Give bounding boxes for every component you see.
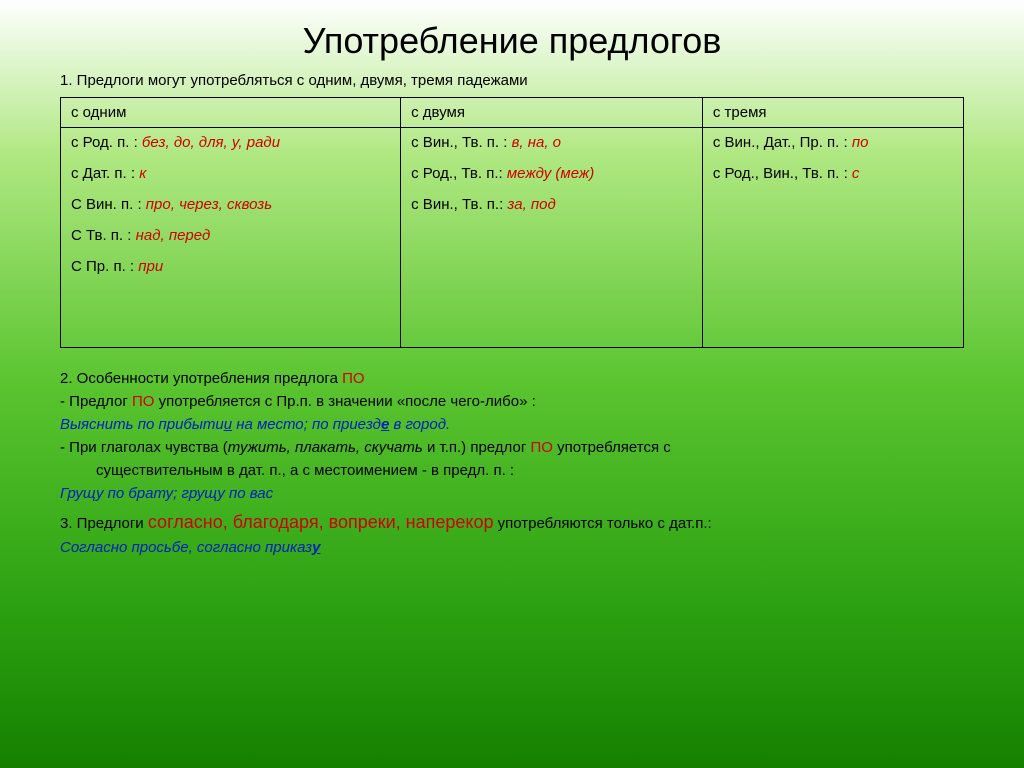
c2r1b: в, на, о xyxy=(512,134,561,151)
subtitle: 1. Предлоги могут употребляться с одним,… xyxy=(60,72,964,89)
c1r2a: с Дат. п. : xyxy=(71,165,139,182)
c3r2b: с xyxy=(852,165,860,182)
s3a: 3. Предлоги xyxy=(60,515,148,532)
s2po3: ПО xyxy=(530,439,552,456)
c2r2a: с Род., Тв. п.: xyxy=(411,165,507,182)
s2-title: 2. Особенности употребления предлога ПО xyxy=(60,370,964,387)
s2po1: ПО xyxy=(342,370,364,387)
c1r3a: С Вин. п. : xyxy=(71,196,146,213)
c2r3b: за, под xyxy=(507,196,555,213)
s2l1a: - Предлог xyxy=(60,393,132,410)
s3b: употребляются только с дат.п.: xyxy=(493,515,711,532)
slide-title: Употребление предлогов xyxy=(60,20,964,62)
th-1: с одним xyxy=(61,98,401,128)
c3r1b: по xyxy=(852,134,869,151)
c1r4b: над, перед xyxy=(136,227,211,244)
s2-line1: - Предлог ПО употребляется с Пр.п. в зна… xyxy=(60,393,964,410)
c1r5b: при xyxy=(138,258,163,275)
s2l1b: употребляется с Пр.п. в значении «после … xyxy=(154,393,535,410)
s2-line2d: существительным в дат. п., а с местоимен… xyxy=(60,462,964,479)
s2l2b: и т.п.) предлог xyxy=(423,439,531,456)
c2r2b: между (меж) xyxy=(507,165,594,182)
s2e1a: Выяснить по прибыти xyxy=(60,416,224,433)
c2r1a: с Вин., Тв. п. : xyxy=(411,134,511,151)
s2e1b: на место; по приезд xyxy=(232,416,381,433)
s2-ex2: Грущу по брату; грущу по вас xyxy=(60,485,964,502)
c1r4a: С Тв. п. : xyxy=(71,227,136,244)
s2l2it: тужить, плакать, скучать xyxy=(228,439,423,456)
s3ea: Согласно просьбе, согласно приказ xyxy=(60,539,312,556)
td-3: с Вин., Дат., Пр. п. : по с Род., Вин., … xyxy=(702,128,963,348)
c2r3a: с Вин., Тв. п.: xyxy=(411,196,507,213)
s2e1u1: и xyxy=(224,416,232,433)
s3: 3. Предлоги согласно, благодаря, вопреки… xyxy=(60,512,964,533)
s3eu: у xyxy=(312,539,320,556)
s2t: 2. Особенности употребления предлога xyxy=(60,370,342,387)
prepositions-table: с одним с двумя с тремя с Род. п. : без,… xyxy=(60,97,964,348)
s2po2: ПО xyxy=(132,393,154,410)
td-2: с Вин., Тв. п. : в, на, о с Род., Тв. п.… xyxy=(401,128,703,348)
td-1: с Род. п. : без, до, для, у, ради с Дат.… xyxy=(61,128,401,348)
s2-line2: - При глаголах чувства (тужить, плакать,… xyxy=(60,439,964,456)
s3p: согласно, благодаря, вопреки, наперекор xyxy=(148,512,494,532)
c3r2a: с Род., Вин., Тв. п. : xyxy=(713,165,852,182)
s2-ex1: Выяснить по прибытии на место; по приезд… xyxy=(60,416,964,433)
c1r2b: к xyxy=(139,165,146,182)
c1r1a: с Род. п. : xyxy=(71,134,142,151)
s2e1c: в город. xyxy=(389,416,450,433)
s2l2c: употребляется с xyxy=(553,439,671,456)
th-3: с тремя xyxy=(702,98,963,128)
c3r1a: с Вин., Дат., Пр. п. : xyxy=(713,134,852,151)
c1r1b: без, до, для, у, ради xyxy=(142,134,280,151)
c1r5a: С Пр. п. : xyxy=(71,258,138,275)
c1r3b: про, через, сквозь xyxy=(146,196,272,213)
s3-ex: Согласно просьбе, согласно приказу xyxy=(60,539,964,556)
s2l2a: - При глаголах чувства ( xyxy=(60,439,228,456)
th-2: с двумя xyxy=(401,98,703,128)
